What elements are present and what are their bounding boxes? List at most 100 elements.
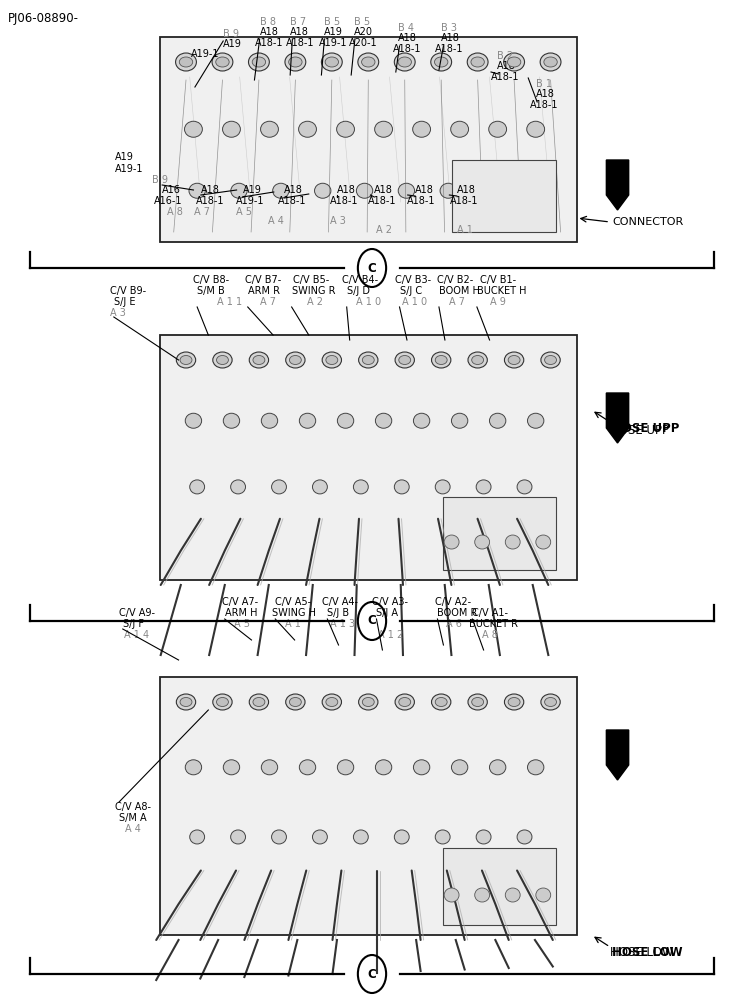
Text: A 4: A 4: [125, 824, 141, 834]
Ellipse shape: [223, 760, 240, 775]
Text: A18: A18: [201, 185, 219, 195]
Ellipse shape: [185, 760, 202, 775]
Ellipse shape: [253, 356, 265, 364]
Ellipse shape: [322, 694, 341, 710]
Text: A18-1: A18-1: [530, 100, 558, 110]
Ellipse shape: [475, 535, 490, 549]
Text: A 7: A 7: [194, 207, 211, 217]
Text: A 4: A 4: [268, 216, 283, 226]
Text: B 5: B 5: [324, 17, 340, 27]
Text: A 5: A 5: [236, 207, 252, 217]
FancyBboxPatch shape: [160, 677, 577, 935]
Text: A 1 2: A 1 2: [378, 630, 403, 640]
Text: A18: A18: [457, 185, 475, 195]
Text: SWING R: SWING R: [292, 286, 335, 296]
Ellipse shape: [273, 183, 289, 198]
Ellipse shape: [176, 694, 196, 710]
Ellipse shape: [536, 535, 551, 549]
Text: C/V A9-: C/V A9-: [119, 608, 155, 618]
Ellipse shape: [476, 480, 491, 494]
Ellipse shape: [504, 694, 524, 710]
Ellipse shape: [517, 480, 532, 494]
Text: A18-1: A18-1: [407, 196, 435, 206]
Polygon shape: [606, 730, 629, 780]
Ellipse shape: [217, 356, 228, 364]
Ellipse shape: [452, 760, 468, 775]
Ellipse shape: [185, 121, 202, 137]
Ellipse shape: [362, 698, 374, 706]
Ellipse shape: [337, 413, 353, 428]
Ellipse shape: [452, 413, 468, 428]
Text: A18-1: A18-1: [330, 196, 358, 206]
Text: A 6: A 6: [446, 619, 462, 629]
Text: A 8: A 8: [482, 630, 498, 640]
Text: A19-1: A19-1: [236, 196, 264, 206]
Ellipse shape: [176, 352, 196, 368]
Text: HOSE UPP: HOSE UPP: [610, 424, 669, 436]
Ellipse shape: [472, 356, 484, 364]
Text: A20: A20: [354, 27, 373, 37]
Ellipse shape: [326, 356, 338, 364]
Ellipse shape: [435, 830, 450, 844]
Text: BUCKET H: BUCKET H: [477, 286, 527, 296]
Text: A18-1: A18-1: [286, 38, 314, 48]
Text: C: C: [368, 968, 376, 980]
Ellipse shape: [189, 183, 205, 198]
Ellipse shape: [444, 535, 459, 549]
Text: S/J C: S/J C: [400, 286, 422, 296]
Text: ARM H: ARM H: [225, 608, 257, 618]
Text: C/V A5-: C/V A5-: [275, 597, 312, 607]
Ellipse shape: [468, 352, 487, 368]
Ellipse shape: [260, 121, 278, 137]
Text: C/V A3-: C/V A3-: [372, 597, 408, 607]
Ellipse shape: [517, 830, 532, 844]
Text: C: C: [368, 614, 376, 628]
Text: A 1: A 1: [285, 619, 301, 629]
Ellipse shape: [272, 830, 286, 844]
Ellipse shape: [490, 413, 506, 428]
Text: S/J A: S/J A: [376, 608, 399, 618]
Text: C: C: [368, 261, 376, 274]
FancyBboxPatch shape: [160, 335, 577, 580]
Ellipse shape: [434, 57, 448, 67]
Text: S/J B: S/J B: [327, 608, 350, 618]
Ellipse shape: [322, 352, 341, 368]
Ellipse shape: [358, 53, 379, 71]
Ellipse shape: [337, 760, 353, 775]
Ellipse shape: [505, 535, 520, 549]
Ellipse shape: [467, 53, 488, 71]
Ellipse shape: [490, 760, 506, 775]
Ellipse shape: [505, 888, 520, 902]
Text: A19: A19: [115, 152, 134, 162]
Ellipse shape: [336, 121, 354, 137]
Ellipse shape: [321, 53, 342, 71]
Polygon shape: [606, 393, 629, 443]
Ellipse shape: [471, 57, 484, 67]
Text: A18: A18: [497, 61, 516, 71]
Ellipse shape: [231, 480, 246, 494]
Ellipse shape: [432, 352, 451, 368]
Ellipse shape: [440, 183, 457, 198]
Ellipse shape: [395, 694, 414, 710]
Text: A18-1: A18-1: [255, 38, 283, 48]
Text: B 2: B 2: [497, 51, 513, 61]
Text: A19-1: A19-1: [115, 164, 144, 174]
Ellipse shape: [414, 760, 430, 775]
Text: C/V B7-: C/V B7-: [245, 275, 281, 285]
Ellipse shape: [253, 698, 265, 706]
Ellipse shape: [212, 53, 233, 71]
Ellipse shape: [299, 413, 315, 428]
Text: C/V B5-: C/V B5-: [293, 275, 330, 285]
Text: A 3: A 3: [110, 308, 126, 318]
Text: A19: A19: [243, 185, 261, 195]
Ellipse shape: [216, 57, 229, 67]
Ellipse shape: [285, 53, 306, 71]
Ellipse shape: [504, 53, 525, 71]
Text: PJ06-08890-: PJ06-08890-: [7, 12, 78, 25]
Text: C/V A1-: C/V A1-: [472, 608, 508, 618]
Text: A18-1: A18-1: [450, 196, 478, 206]
Text: B 3: B 3: [441, 23, 458, 33]
Ellipse shape: [190, 830, 205, 844]
Ellipse shape: [482, 183, 498, 198]
Ellipse shape: [248, 53, 269, 71]
